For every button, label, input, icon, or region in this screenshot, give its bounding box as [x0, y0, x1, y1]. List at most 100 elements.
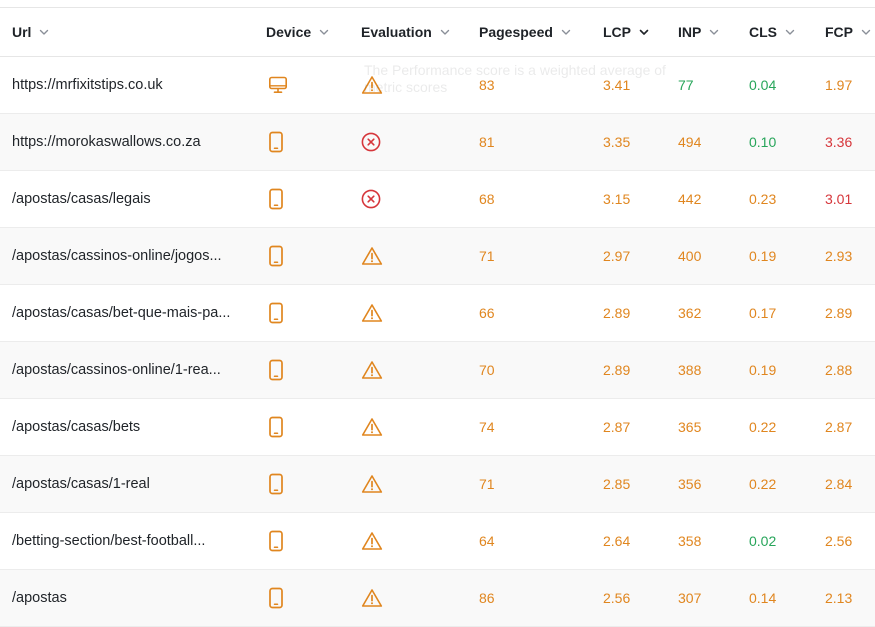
lcp-value: 2.89 — [603, 362, 631, 378]
warning-icon — [361, 399, 383, 455]
inp-value: 388 — [678, 362, 702, 378]
cls-value: 0.23 — [749, 191, 777, 207]
url-cell[interactable]: https://morokaswallows.co.za — [12, 134, 201, 150]
chevron-down-icon — [560, 26, 572, 38]
column-header-evaluation[interactable]: Evaluation — [361, 8, 451, 56]
column-header-pagespeed[interactable]: Pagespeed — [479, 8, 572, 56]
mobile-icon — [268, 456, 284, 512]
column-header-inp[interactable]: INP — [678, 8, 720, 56]
table-row[interactable]: /apostas 86 2.56 307 0.14 2.13 — [0, 570, 875, 627]
fcp-value: 2.89 — [825, 305, 853, 321]
url-cell[interactable]: /apostas — [12, 590, 67, 606]
table-row[interactable]: https://mrfixitstips.co.uk 83 3.41 77 0.04 1.… — [0, 57, 875, 114]
url-cell[interactable]: /apostas/casas/1-real — [12, 476, 150, 492]
pagespeed-value: 68 — [479, 191, 495, 207]
column-label: Url — [12, 24, 32, 40]
table-row[interactable]: /apostas/cassinos-online/jogos... 71 2.97 4… — [0, 228, 875, 285]
error-icon — [361, 171, 381, 227]
table-row[interactable]: /apostas/cassinos-online/1-rea... 70 2.89 3… — [0, 342, 875, 399]
table-row[interactable]: /apostas/casas/legais 68 3.15 442 0.23 3.01 — [0, 171, 875, 228]
mobile-icon — [268, 342, 284, 398]
pagespeed-value: 71 — [479, 476, 495, 492]
table-top-border — [0, 7, 875, 8]
warning-icon — [361, 285, 383, 341]
inp-value: 77 — [678, 77, 694, 93]
cls-value: 0.17 — [749, 305, 777, 321]
chevron-down-icon — [38, 26, 50, 38]
table-row[interactable]: /apostas/casas/bet-que-mais-pa... 66 2.89 3… — [0, 285, 875, 342]
table-row[interactable]: https://morokaswallows.co.za 81 3.35 494 0.1… — [0, 114, 875, 171]
url-cell[interactable]: /apostas/casas/bet-que-mais-pa... — [12, 305, 231, 321]
column-label: FCP — [825, 24, 853, 40]
lcp-value: 2.89 — [603, 305, 631, 321]
column-header-lcp[interactable]: LCP — [603, 8, 650, 56]
mobile-icon — [268, 114, 284, 170]
column-header-cls[interactable]: CLS — [749, 8, 796, 56]
url-cell[interactable]: /apostas/cassinos-online/1-rea... — [12, 362, 221, 378]
pagespeed-value: 74 — [479, 419, 495, 435]
mobile-icon — [268, 513, 284, 569]
warning-icon — [361, 57, 383, 113]
url-cell[interactable]: /betting-section/best-football... — [12, 533, 206, 549]
table-row[interactable]: /apostas/casas/bets 74 2.87 365 0.22 2.87 — [0, 399, 875, 456]
table-row[interactable]: /apostas/casas/1-real 71 2.85 356 0.22 2.84 — [0, 456, 875, 513]
chevron-down-icon — [318, 26, 330, 38]
lcp-value: 3.35 — [603, 134, 631, 150]
column-header-device[interactable]: Device — [266, 8, 330, 56]
table-header: Url Device Evaluation Pagespeed LCP INP … — [0, 8, 875, 57]
pagespeed-value: 83 — [479, 77, 495, 93]
mobile-icon — [268, 285, 284, 341]
chevron-down-icon — [439, 26, 451, 38]
mobile-icon — [268, 570, 284, 626]
fcp-value: 2.87 — [825, 419, 853, 435]
error-icon — [361, 114, 381, 170]
fcp-value: 2.13 — [825, 590, 853, 606]
desktop-icon — [268, 57, 288, 113]
fcp-value: 2.56 — [825, 533, 853, 549]
fcp-value: 2.88 — [825, 362, 853, 378]
inp-value: 365 — [678, 419, 702, 435]
pagespeed-value: 64 — [479, 533, 495, 549]
mobile-icon — [268, 171, 284, 227]
cls-value: 0.04 — [749, 77, 777, 93]
lcp-value: 2.97 — [603, 248, 631, 264]
chevron-down-icon — [784, 26, 796, 38]
column-label: LCP — [603, 24, 631, 40]
cls-value: 0.22 — [749, 419, 777, 435]
column-header-fcp[interactable]: FCP — [825, 8, 872, 56]
table-row[interactable]: /betting-section/best-football... 64 2.64 3… — [0, 513, 875, 570]
column-header-url[interactable]: Url — [12, 8, 50, 56]
fcp-value: 2.84 — [825, 476, 853, 492]
fcp-value: 3.36 — [825, 134, 853, 150]
cls-value: 0.14 — [749, 590, 777, 606]
inp-value: 307 — [678, 590, 702, 606]
column-label: CLS — [749, 24, 777, 40]
column-label: Evaluation — [361, 24, 432, 40]
mobile-icon — [268, 399, 284, 455]
chevron-down-icon — [708, 26, 720, 38]
cls-value: 0.10 — [749, 134, 777, 150]
fcp-value: 3.01 — [825, 191, 853, 207]
url-cell[interactable]: /apostas/casas/bets — [12, 419, 141, 435]
inp-value: 362 — [678, 305, 702, 321]
column-label: Device — [266, 24, 312, 40]
pagespeed-value: 81 — [479, 134, 495, 150]
url-cell[interactable]: https://mrfixitstips.co.uk — [12, 77, 163, 93]
warning-icon — [361, 456, 383, 512]
inp-value: 442 — [678, 191, 702, 207]
fcp-value: 1.97 — [825, 77, 853, 93]
pagespeed-value: 66 — [479, 305, 495, 321]
pagespeed-value: 86 — [479, 590, 495, 606]
warning-icon — [361, 228, 383, 284]
cls-value: 0.22 — [749, 476, 777, 492]
column-label: Pagespeed — [479, 24, 553, 40]
cls-value: 0.19 — [749, 248, 777, 264]
cls-value: 0.02 — [749, 533, 777, 549]
lcp-value: 3.41 — [603, 77, 631, 93]
inp-value: 400 — [678, 248, 702, 264]
lcp-value: 2.56 — [603, 590, 631, 606]
pagespeed-value: 70 — [479, 362, 495, 378]
url-cell[interactable]: /apostas/casas/legais — [12, 191, 151, 207]
url-cell[interactable]: /apostas/cassinos-online/jogos... — [12, 248, 222, 264]
warning-icon — [361, 342, 383, 398]
